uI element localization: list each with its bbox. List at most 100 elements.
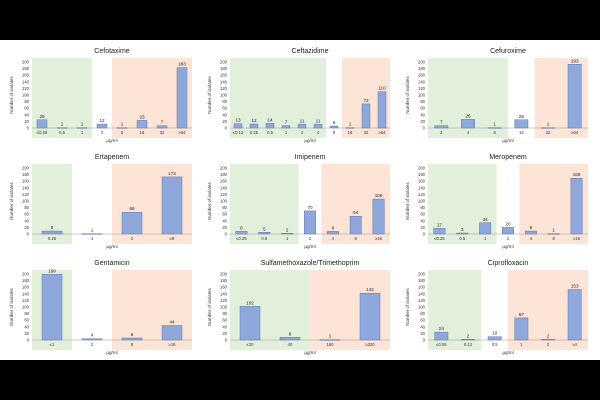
x-tick-label: 1 xyxy=(81,130,84,135)
data-label: 1 xyxy=(329,334,332,339)
x-tick-label: 8 xyxy=(355,236,358,241)
bar xyxy=(329,125,339,129)
data-label: 73 xyxy=(363,98,369,103)
data-label: 183 xyxy=(178,62,186,67)
bar xyxy=(461,119,475,129)
bar xyxy=(479,222,492,235)
bar xyxy=(96,123,108,129)
bar xyxy=(372,198,385,235)
y-tick-label: 100 xyxy=(220,199,228,204)
y-tick-label: 200 xyxy=(22,60,30,65)
x-tick-label: ≥64 xyxy=(571,130,579,135)
y-tick-label: 200 xyxy=(22,272,30,277)
chart-title: Gentamicin xyxy=(94,260,130,267)
bar xyxy=(326,231,339,235)
bar xyxy=(235,231,248,235)
data-label: 1 xyxy=(61,122,64,127)
x-tick-label: 1 xyxy=(91,236,94,241)
y-tick-label: 160 xyxy=(418,285,426,290)
y-tick-label: 40 xyxy=(24,112,29,117)
bar xyxy=(433,228,446,235)
chart-panel-sulfamethoxazole-trimethoprim: Sulfamethoxazole/Trimethoprim 0 20 40 60 80 10… xyxy=(200,256,396,360)
bar xyxy=(81,338,103,341)
y-tick-label: 0 xyxy=(27,338,30,343)
y-tick-label: 20 xyxy=(420,331,425,336)
x-tick-label: 32 xyxy=(364,130,369,135)
y-axis-label: Number of isolates xyxy=(405,287,410,325)
y-axis-label: Number of isolates xyxy=(9,287,14,325)
y-tick-label: 40 xyxy=(420,112,425,117)
data-label: 67 xyxy=(519,312,525,317)
data-label: 7 xyxy=(285,120,288,125)
y-tick-label: 200 xyxy=(220,166,228,171)
y-tick-label: 60 xyxy=(420,212,425,217)
y-tick-label: 160 xyxy=(22,73,30,78)
chart-panel-ceftazidime: Ceftazidime 0 20 40 60 80 100 120 140 160 180 200 Nu… xyxy=(200,44,396,148)
data-label: 173 xyxy=(168,171,176,176)
y-tick-label: 100 xyxy=(22,93,30,98)
data-label: 2 xyxy=(547,333,550,338)
bar xyxy=(349,215,362,235)
bar xyxy=(359,292,381,341)
y-tick-label: 60 xyxy=(24,318,29,323)
y-tick-label: 180 xyxy=(418,278,426,283)
y-tick-label: 0 xyxy=(27,232,30,237)
data-label: 2 xyxy=(467,333,470,338)
y-tick-label: 160 xyxy=(418,179,426,184)
chart-panel-gentamicin: Gentamicin 0 20 40 60 80 100 120 140 160 180 200 Num… xyxy=(2,256,198,360)
x-tick-label: ≥16 xyxy=(375,236,383,241)
x-tick-label: ≥64 xyxy=(379,130,387,135)
data-label: 25 xyxy=(39,114,45,119)
data-label: 11 xyxy=(300,118,305,123)
y-tick-label: 140 xyxy=(22,185,30,190)
y-tick-label: 100 xyxy=(22,305,30,310)
bar xyxy=(487,336,502,341)
data-label: 4 xyxy=(91,333,94,338)
data-label: 2 xyxy=(286,227,289,232)
x-tick-label: ≥8 xyxy=(170,236,175,241)
bar xyxy=(156,125,168,129)
y-tick-label: 200 xyxy=(220,272,228,277)
x-axis-label: µg/ml xyxy=(304,350,315,355)
bar xyxy=(233,123,243,129)
data-label: 169 xyxy=(573,172,581,177)
x-tick-label: 16 xyxy=(348,130,353,135)
bar xyxy=(514,317,529,341)
x-tick-label: 0.25 xyxy=(48,236,57,241)
y-tick-label: 120 xyxy=(418,298,426,303)
x-tick-label: 16 xyxy=(140,130,145,135)
bar xyxy=(249,123,259,129)
data-label: 1 xyxy=(121,122,124,127)
x-tick-label: 1 xyxy=(484,236,487,241)
y-tick-label: 60 xyxy=(24,212,29,217)
chart-title: Ertapenem xyxy=(95,154,129,161)
y-tick-label: 60 xyxy=(222,318,227,323)
x-tick-label: 0.12 xyxy=(464,342,473,347)
y-tick-label: 40 xyxy=(420,324,425,329)
x-tick-label: 2 xyxy=(301,130,304,135)
data-label: 26 xyxy=(465,113,471,118)
y-tick-label: 60 xyxy=(420,106,425,111)
bar xyxy=(297,124,307,129)
data-label: 14 xyxy=(267,117,273,122)
y-tick-label: 160 xyxy=(22,285,30,290)
y-tick-label: 100 xyxy=(418,93,426,98)
x-tick-label: ≤0.25 xyxy=(37,130,48,135)
data-label: 1 xyxy=(552,228,555,233)
x-axis-label: µg/ml xyxy=(502,244,513,249)
x-tick-label: ≥64 xyxy=(179,130,187,135)
y-tick-label: 100 xyxy=(220,93,228,98)
x-axis-label: µg/ml xyxy=(106,350,117,355)
y-tick-label: 20 xyxy=(222,331,227,336)
bar xyxy=(541,127,555,129)
data-label: 106 xyxy=(375,193,383,198)
bar xyxy=(487,127,502,129)
x-axis-label: µg/ml xyxy=(304,244,315,249)
chart-panel-imipenem: Imipenem 0 20 40 60 80 100 120 140 160 180 200 Numbe… xyxy=(200,150,396,254)
data-label: 142 xyxy=(366,287,374,292)
bar xyxy=(313,124,323,129)
x-axis-label: µg/ml xyxy=(106,244,117,249)
chart-panel-cefuroxime: Cefuroxime 0 20 40 60 80 100 120 140 160 180 200 Num… xyxy=(398,44,594,148)
